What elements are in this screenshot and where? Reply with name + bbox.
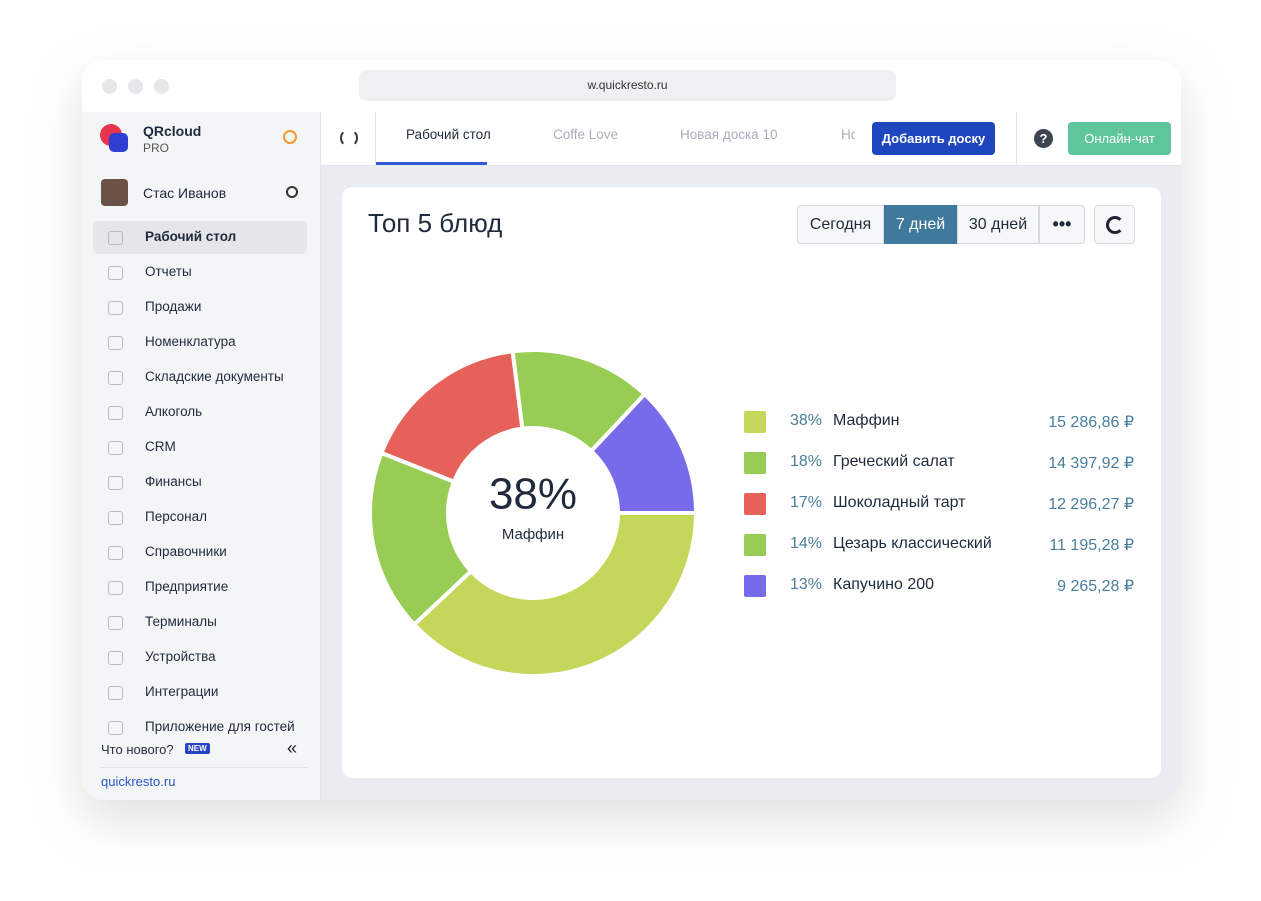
legend-swatch bbox=[744, 452, 766, 474]
menu-item[interactable]: Персонал bbox=[145, 509, 207, 524]
brand-name: QRcloud bbox=[143, 123, 202, 139]
chat-button[interactable]: Онлайн-чат bbox=[1068, 122, 1171, 155]
card bbox=[342, 187, 1161, 778]
add-board-button[interactable]: Добавить доску bbox=[872, 122, 995, 155]
window-dot bbox=[102, 79, 117, 94]
logo bbox=[109, 133, 128, 152]
legend-percent: 18% bbox=[790, 453, 823, 470]
menu-item[interactable]: Алкоголь bbox=[145, 404, 203, 419]
menu-icon bbox=[108, 651, 123, 665]
sync-icon[interactable] bbox=[340, 129, 358, 147]
legend-percent: 38% bbox=[790, 412, 823, 429]
menu-icon bbox=[108, 231, 123, 245]
divider bbox=[101, 767, 307, 768]
period-button[interactable]: 30 дней bbox=[957, 205, 1039, 244]
tab[interactable]: Нс bbox=[841, 127, 855, 142]
menu-item[interactable]: Складские документы bbox=[145, 369, 284, 384]
donut-slice[interactable] bbox=[368, 450, 474, 628]
menu-item[interactable]: Приложение для гостей bbox=[145, 719, 295, 734]
active-item-bg bbox=[93, 221, 307, 254]
center-value: 38% bbox=[489, 470, 577, 519]
tab[interactable]: Новая доска 10 bbox=[680, 127, 778, 142]
menu-item[interactable]: Устройства bbox=[145, 649, 216, 664]
collapse[interactable]: « bbox=[287, 738, 298, 758]
legend-amount: 11 195,28 ₽ bbox=[1049, 537, 1134, 554]
menu-item[interactable]: CRM bbox=[145, 439, 176, 454]
donut-slice[interactable] bbox=[411, 511, 699, 678]
legend-swatch bbox=[744, 575, 766, 597]
menu-item[interactable]: Продажи bbox=[145, 299, 202, 314]
menu-item[interactable]: Рабочий стол bbox=[145, 229, 237, 244]
menu-item[interactable]: Терминалы bbox=[145, 614, 217, 629]
legend-swatch bbox=[744, 411, 766, 433]
menu-item[interactable]: Отчеты bbox=[145, 264, 192, 279]
legend-name: Шоколадный тарт bbox=[833, 494, 966, 511]
legend-amount: 12 296,27 ₽ bbox=[1048, 496, 1134, 513]
help-button[interactable]: ? bbox=[1034, 129, 1053, 148]
menu-icon bbox=[108, 511, 123, 525]
legend-name: Маффин bbox=[833, 412, 900, 429]
theme-toggle[interactable] bbox=[283, 130, 297, 144]
tab[interactable]: Coffe Love bbox=[553, 127, 619, 142]
legend-amount: 14 397,92 ₽ bbox=[1048, 455, 1134, 472]
donut-slice[interactable] bbox=[378, 349, 525, 485]
legend-name: Капучино 200 bbox=[833, 576, 935, 593]
legend-percent: 14% bbox=[790, 535, 823, 552]
menu-item[interactable]: Интеграции bbox=[145, 684, 219, 699]
legend-percent: 13% bbox=[790, 576, 823, 593]
chart-title: Топ 5 блюд bbox=[368, 208, 503, 238]
whats-new[interactable]: Что нового? bbox=[101, 742, 174, 757]
period-button[interactable]: 7 дней bbox=[884, 205, 957, 244]
divider bbox=[375, 112, 376, 165]
avatar bbox=[101, 179, 128, 206]
refresh-button[interactable] bbox=[1094, 205, 1135, 244]
menu-icon bbox=[108, 721, 123, 735]
menu-item[interactable]: Финансы bbox=[145, 474, 202, 489]
divider bbox=[1016, 112, 1017, 165]
menu-item[interactable]: Номенклатура bbox=[145, 334, 236, 349]
menu-icon bbox=[108, 546, 123, 560]
legend-name: Цезарь классический bbox=[833, 535, 992, 552]
menu-icon bbox=[108, 441, 123, 455]
refresh-icon bbox=[1106, 216, 1124, 234]
menu-item[interactable]: Справочники bbox=[145, 544, 227, 559]
legend-amount: 15 286,86 ₽ bbox=[1048, 414, 1134, 431]
window-dot bbox=[128, 79, 143, 94]
tab[interactable]: Рабочий стол bbox=[406, 127, 491, 142]
period-button[interactable]: Сегодня bbox=[797, 205, 884, 244]
site-link[interactable]: quickresto.ru bbox=[101, 774, 176, 789]
menu-icon bbox=[108, 336, 123, 350]
legend-amount: 9 265,28 ₽ bbox=[1057, 578, 1134, 595]
url-bar[interactable]: w.quickresto.ru bbox=[359, 70, 896, 101]
new-badge: NEW bbox=[185, 743, 210, 754]
window-dot bbox=[154, 79, 169, 94]
menu-icon bbox=[108, 476, 123, 490]
user-name: Стас Иванов bbox=[143, 185, 227, 201]
menu-icon bbox=[108, 686, 123, 700]
center-label: Маффин bbox=[502, 526, 564, 543]
brand-plan: PRO bbox=[143, 141, 170, 155]
menu-item[interactable]: Предприятие bbox=[145, 579, 229, 594]
menu-icon bbox=[108, 581, 123, 595]
more-button[interactable]: ••• bbox=[1039, 205, 1085, 244]
donut-slice[interactable] bbox=[510, 348, 648, 454]
legend-swatch bbox=[744, 493, 766, 515]
legend-name: Греческий салат bbox=[833, 453, 955, 470]
menu-icon bbox=[108, 616, 123, 630]
menu-icon bbox=[108, 371, 123, 385]
legend-percent: 17% bbox=[790, 494, 823, 511]
menu-icon bbox=[108, 266, 123, 280]
legend-swatch bbox=[744, 534, 766, 556]
tab-indicator bbox=[376, 162, 487, 165]
menu-icon bbox=[108, 406, 123, 420]
menu-icon bbox=[108, 301, 123, 315]
power-button[interactable] bbox=[286, 186, 298, 198]
